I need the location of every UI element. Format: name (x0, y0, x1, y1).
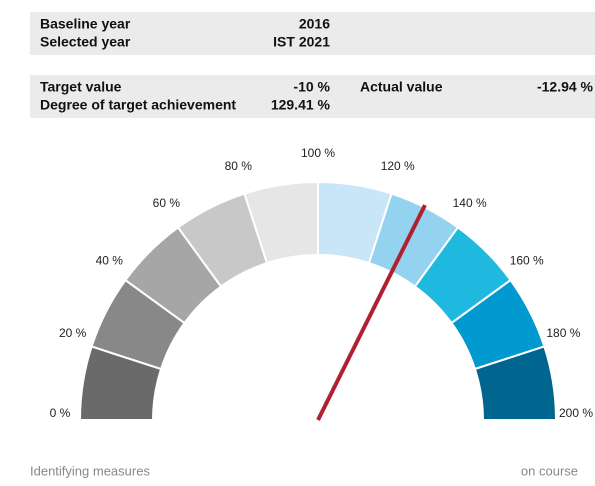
tick-label: 140 % (453, 196, 487, 210)
tick-label: 40 % (96, 253, 124, 267)
tick-label: 60 % (153, 196, 181, 210)
tick-label: 0 % (50, 406, 71, 420)
tick-label: 200 % (559, 406, 593, 420)
tick-label: 180 % (546, 326, 580, 340)
tick-label: 120 % (381, 159, 415, 173)
needle (316, 204, 427, 421)
label: Selected year (40, 34, 131, 50)
footer-label: Identifying measures (30, 463, 150, 478)
value: IST 2021 (273, 34, 330, 50)
value: 129.41 % (271, 97, 331, 113)
info-panel (30, 75, 595, 118)
value: -12.94 % (537, 79, 594, 95)
value: 2016 (299, 16, 330, 32)
gauge-band (473, 345, 558, 421)
tick-label: 80 % (225, 159, 253, 173)
label: Actual value (360, 79, 443, 95)
tick-label: 20 % (59, 326, 87, 340)
label: Target value (40, 79, 122, 95)
tick-label: 100 % (301, 146, 335, 160)
label: Degree of target achievement (40, 97, 236, 113)
value: -10 % (293, 79, 330, 95)
footer-label: on course (521, 463, 578, 478)
info-panel (30, 12, 595, 55)
tick-label: 160 % (510, 253, 544, 267)
label: Baseline year (40, 16, 131, 32)
gauge: 0 % 20 % 40 % 60 % 80 % 100 % 120 % 140 % 160 % 1… (50, 146, 593, 421)
